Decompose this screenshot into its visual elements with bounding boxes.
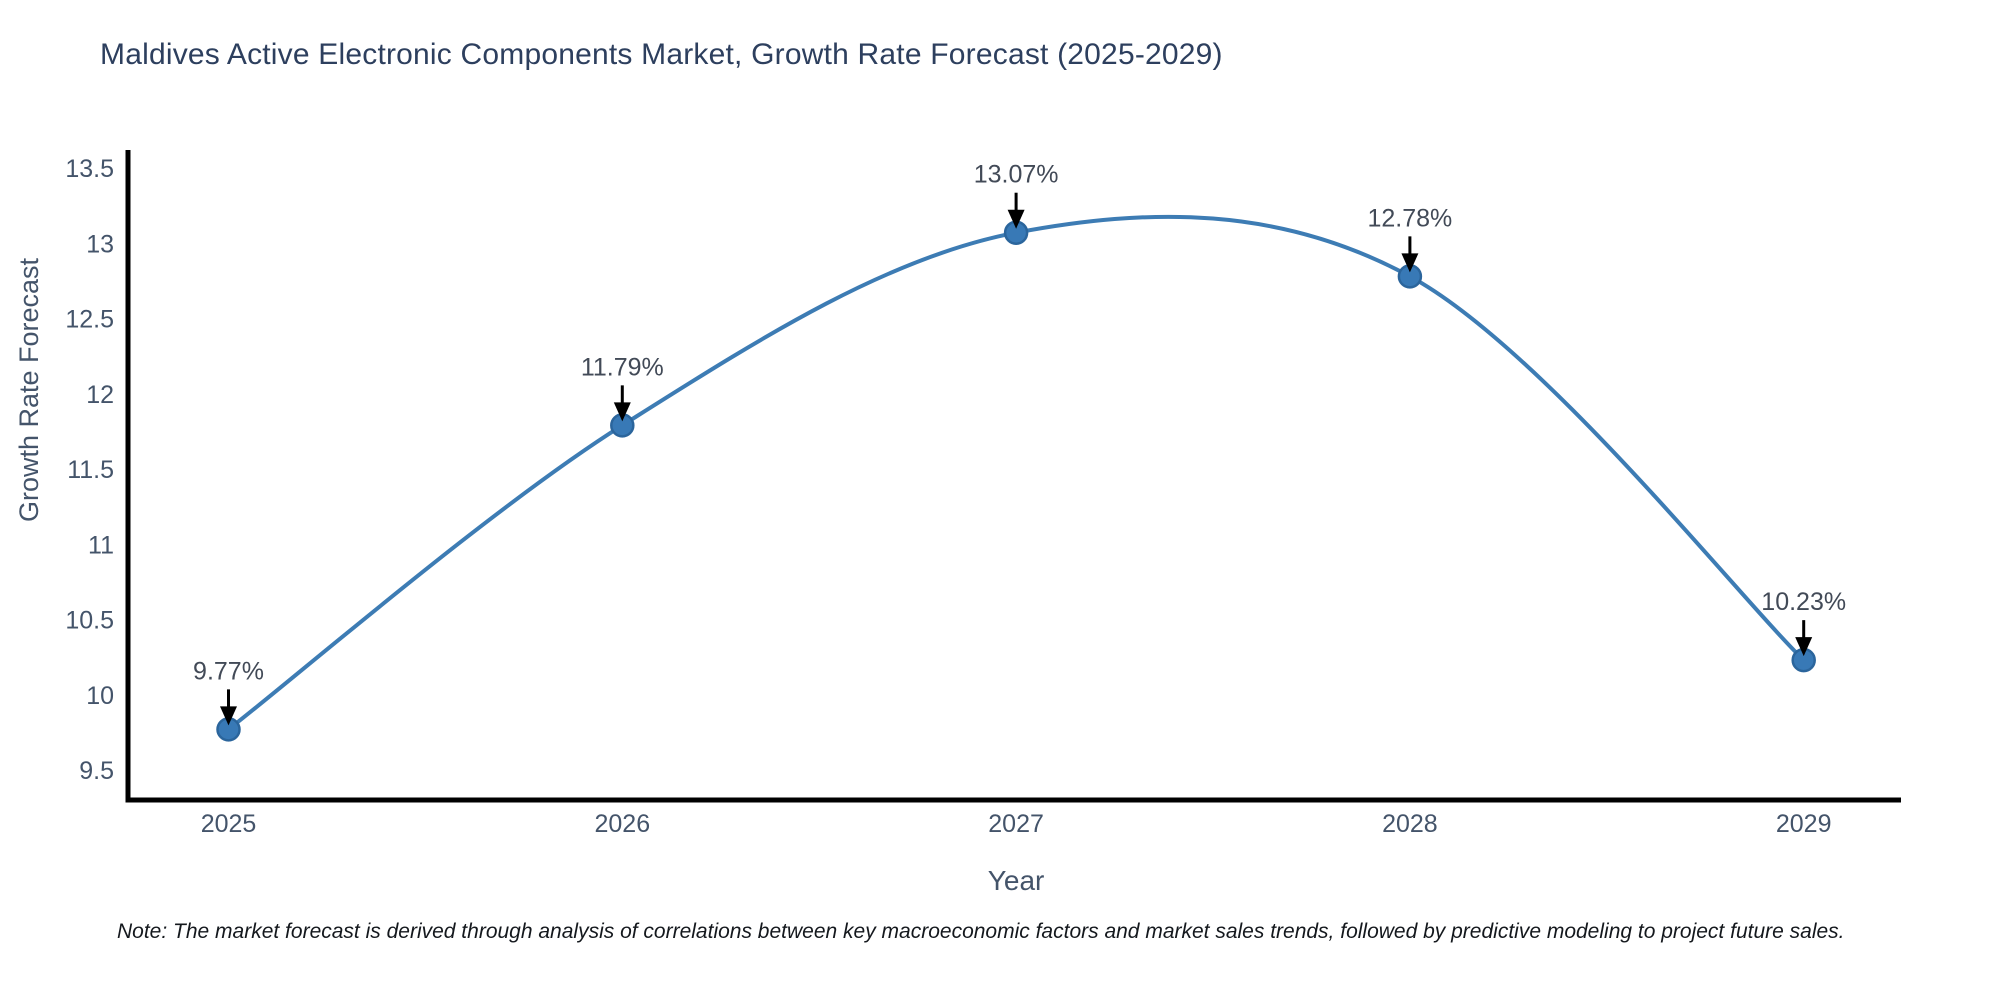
y-tick-label: 12	[86, 381, 114, 409]
chart-title: Maldives Active Electronic Components Ma…	[100, 38, 1223, 71]
y-tick-label: 9.5	[79, 757, 114, 785]
data-point-label: 9.77%	[193, 657, 264, 685]
x-tick-label: 2026	[594, 810, 650, 838]
y-tick-label: 11	[88, 531, 114, 559]
y-tick-label: 13.5	[65, 155, 114, 183]
annotation-arrowhead	[613, 402, 631, 422]
annotation-arrowhead	[220, 706, 237, 726]
annotation-arrowhead	[1401, 253, 1419, 273]
data-point-label: 10.23%	[1761, 588, 1846, 616]
data-point-label: 13.07%	[974, 161, 1059, 189]
y-tick-label: 11.5	[67, 456, 114, 484]
data-point-label: 11.79%	[581, 353, 664, 381]
x-tick-label: 2028	[1382, 810, 1438, 838]
x-tick-label: 2025	[201, 810, 257, 838]
y-tick-label: 10	[86, 682, 114, 710]
footnote: Note: The market forecast is derived thr…	[117, 920, 1845, 943]
annotation-arrowhead	[1795, 637, 1813, 657]
y-tick-label: 12.5	[65, 306, 114, 334]
x-tick-label: 2027	[988, 810, 1044, 838]
annotation-arrowhead	[1007, 209, 1025, 229]
y-axis-title: Growth Rate Forecast	[14, 257, 44, 522]
y-tick-label: 10.5	[65, 607, 114, 635]
x-tick-label: 2029	[1776, 810, 1832, 838]
y-tick-label: 13	[86, 230, 114, 258]
x-axis-title: Year	[988, 865, 1045, 896]
data-point-label: 12.78%	[1368, 204, 1453, 232]
trend-line	[226, 214, 1806, 732]
